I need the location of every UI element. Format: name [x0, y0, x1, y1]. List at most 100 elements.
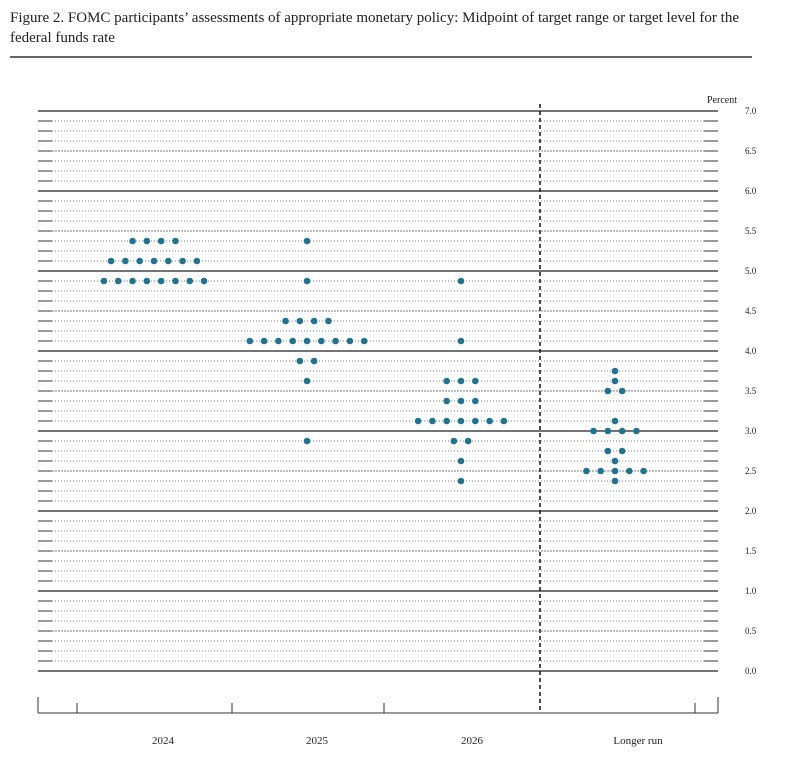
- dot: [303, 337, 311, 345]
- dot: [472, 397, 479, 405]
- dot: [114, 277, 122, 285]
- dot: [464, 437, 472, 445]
- dot: [640, 467, 647, 475]
- y-tick-label: 4.0: [745, 346, 757, 356]
- dot: [172, 237, 179, 245]
- dot: [246, 337, 254, 345]
- y-tick-label: 4.5: [745, 306, 757, 316]
- dot: [457, 457, 465, 465]
- dot: [289, 337, 297, 345]
- dot: [303, 377, 311, 385]
- y-tick-label: 2.0: [745, 506, 757, 516]
- dot: [472, 377, 479, 385]
- dot: [332, 337, 339, 345]
- y-tick-label: 6.0: [745, 186, 757, 196]
- dot: [604, 387, 612, 395]
- dot: [626, 467, 633, 475]
- dot: [186, 277, 194, 285]
- dot: [143, 237, 151, 245]
- y-axis-label: Percent: [707, 95, 737, 106]
- dot: [318, 337, 325, 345]
- dot: [472, 417, 479, 425]
- dot: [150, 257, 158, 265]
- dot: [611, 367, 619, 375]
- dot: [296, 317, 304, 325]
- dot: [611, 457, 619, 465]
- x-tick-label: 2025: [306, 735, 329, 747]
- dot: [179, 257, 186, 265]
- dot: [443, 417, 451, 425]
- dot: [310, 357, 318, 365]
- dot: [443, 377, 451, 385]
- dot: [443, 397, 451, 405]
- x-tick-label: 2026: [461, 735, 484, 747]
- y-tick-label: 3.5: [745, 386, 757, 396]
- dot: [303, 437, 311, 445]
- dot: [260, 337, 268, 345]
- dot: [611, 377, 619, 385]
- y-tick-label: 5.0: [745, 266, 757, 276]
- dot: [486, 417, 493, 425]
- dot: [122, 257, 129, 265]
- x-axis: [37, 697, 719, 714]
- dot: [450, 437, 458, 445]
- dot: [100, 277, 108, 285]
- dot: [500, 417, 508, 425]
- dot: [597, 467, 604, 475]
- y-tick-label: 7.0: [745, 106, 757, 116]
- dot: [157, 277, 165, 285]
- dot: [604, 447, 612, 455]
- y-tick-label: 6.5: [745, 146, 757, 156]
- dot: [129, 237, 136, 245]
- dot: [200, 277, 208, 285]
- dot: [193, 257, 201, 265]
- dot: [457, 477, 465, 485]
- dot: [275, 337, 282, 345]
- dot: [325, 317, 332, 325]
- dot: [414, 417, 422, 425]
- dot: [429, 417, 436, 425]
- dot: [633, 427, 640, 435]
- dot: [136, 257, 143, 265]
- dot: [457, 377, 465, 385]
- dot: [618, 447, 626, 455]
- dot: [310, 317, 318, 325]
- x-tick-label: 2024: [152, 735, 175, 747]
- dot: [618, 427, 626, 435]
- y-tick-label: 1.0: [745, 586, 757, 596]
- dot: [611, 477, 619, 485]
- dot: [618, 387, 626, 395]
- dot: [129, 277, 136, 285]
- dot: [107, 257, 115, 265]
- dot: [457, 417, 465, 425]
- y-tick-label: 3.0: [745, 426, 757, 436]
- dot: [604, 427, 612, 435]
- y-tick-label: 5.5: [745, 226, 757, 236]
- dot: [611, 467, 619, 475]
- dot: [157, 237, 165, 245]
- dot: [346, 337, 354, 345]
- dot: [611, 417, 619, 425]
- y-tick-label: 2.5: [745, 466, 757, 476]
- dot: [590, 427, 597, 435]
- dot: [457, 337, 465, 345]
- dot: [172, 277, 179, 285]
- y-tick-label: 0.0: [745, 666, 757, 676]
- dot: [303, 277, 311, 285]
- dot: [296, 357, 304, 365]
- chart-title: Figure 2. FOMC participants’ assessments…: [10, 10, 739, 46]
- dot: [457, 397, 465, 405]
- dot: [143, 277, 151, 285]
- dot: [457, 277, 465, 285]
- y-tick-label: 0.5: [745, 626, 757, 636]
- dot: [165, 257, 172, 265]
- y-tick-label: 1.5: [745, 546, 757, 556]
- dot: [303, 237, 311, 245]
- dot: [360, 337, 368, 345]
- dot: [282, 317, 289, 325]
- x-tick-label: Longer run: [613, 735, 663, 747]
- dot: [583, 467, 590, 475]
- title-box: Figure 2. FOMC participants’ assessments…: [10, 10, 739, 46]
